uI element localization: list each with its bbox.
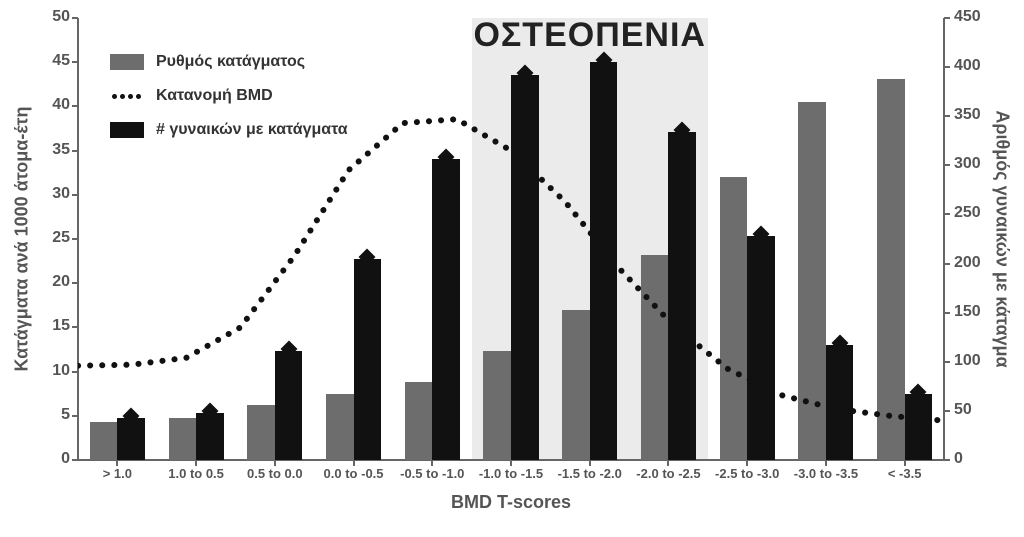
bar-women-fracture: [511, 75, 539, 460]
x-tick-label: > 1.0: [103, 466, 132, 481]
y-right-tick: [944, 459, 950, 461]
y-right-tick: [944, 361, 950, 363]
y-right-tick: [944, 410, 950, 412]
x-tick-label: -1.0 to -1.5: [479, 466, 543, 481]
y-right-tick-label: 350: [954, 106, 981, 124]
x-tick-label: -3.0 to -3.5: [794, 466, 858, 481]
bar-fracture-rate: [798, 102, 826, 460]
bar-women-fracture: [590, 62, 618, 460]
legend-label: Ρυθμός κατάγματος: [156, 53, 305, 71]
y-left-tick-label: 15: [36, 317, 70, 335]
highlight-label: ΟΣΤΕΟΠΕΝΙΑ: [473, 16, 706, 55]
y-right-tick-label: 100: [954, 352, 981, 370]
y-left-tick-label: 25: [36, 229, 70, 247]
y-right-tick-label: 450: [954, 8, 981, 26]
y-left-tick: [72, 238, 78, 240]
legend-label: Κατανομή BMD: [156, 87, 273, 105]
y-right-tick-label: 0: [954, 450, 963, 468]
bar-women-fracture: [354, 259, 382, 460]
y-left-tick-label: 45: [36, 52, 70, 70]
legend-swatch-icon: [110, 122, 144, 138]
y-axis-right-line: [943, 18, 945, 460]
legend-label: # γυναικών με κατάγματα: [156, 121, 348, 139]
x-tick-label: < -3.5: [888, 466, 922, 481]
bar-fracture-rate: [90, 422, 118, 460]
x-tick-label: -1.5 to -2.0: [558, 466, 622, 481]
y-right-tick-label: 150: [954, 303, 981, 321]
x-tick-label: 1.0 to 0.5: [168, 466, 224, 481]
y-left-tick-label: 35: [36, 141, 70, 159]
y-right-tick: [944, 312, 950, 314]
y-right-tick: [944, 17, 950, 19]
y-axis-right-title: Αριθμός γυναικών με κάταγμα: [992, 110, 1013, 367]
bar-women-fracture: [196, 413, 224, 460]
y-left-tick: [72, 105, 78, 107]
y-left-tick-label: 10: [36, 362, 70, 380]
y-right-tick: [944, 115, 950, 117]
bar-women-fracture: [905, 394, 933, 460]
bar-fracture-rate: [877, 79, 905, 460]
y-left-tick-label: 0: [36, 450, 70, 468]
bar-fracture-rate: [326, 394, 354, 460]
bar-fracture-rate: [405, 382, 433, 460]
legend-swatch-icon: [110, 54, 144, 70]
y-left-tick-label: 50: [36, 8, 70, 26]
y-right-tick-label: 300: [954, 155, 981, 173]
legend-dots-icon: [110, 88, 144, 104]
bar-fracture-rate: [483, 351, 511, 460]
x-axis-title: BMD T-scores: [451, 492, 571, 513]
y-left-tick: [72, 61, 78, 63]
bar-women-fracture: [747, 236, 775, 460]
y-axis-left-title: Κατάγματα ανά 1000 άτομα-έτη: [12, 107, 33, 372]
bar-women-fracture: [432, 159, 460, 460]
bar-fracture-rate: [169, 418, 197, 460]
y-left-tick: [72, 17, 78, 19]
y-right-tick-label: 200: [954, 254, 981, 272]
y-left-tick-label: 40: [36, 96, 70, 114]
chart-container: ΟΣΤΕΟΠΕΝΙΑ Κατάγματα ανά 1000 άτομα-έτη …: [0, 0, 1024, 537]
y-right-tick: [944, 66, 950, 68]
x-tick-label: -2.0 to -2.5: [636, 466, 700, 481]
y-left-tick-label: 20: [36, 273, 70, 291]
legend: Ρυθμός κατάγματος Κατανομή BMD # γυναικών …: [110, 52, 348, 154]
legend-item: Κατανομή BMD: [110, 86, 348, 106]
y-left-tick-label: 30: [36, 185, 70, 203]
bar-fracture-rate: [720, 177, 748, 460]
y-right-tick-label: 50: [954, 401, 972, 419]
y-left-tick: [72, 415, 78, 417]
y-left-tick: [72, 371, 78, 373]
x-tick-label: -2.5 to -3.0: [715, 466, 779, 481]
x-tick-label: 0.5 to 0.0: [247, 466, 303, 481]
y-left-tick: [72, 459, 78, 461]
x-tick-label: -0.5 to -1.0: [400, 466, 464, 481]
y-left-tick: [72, 282, 78, 284]
bar-women-fracture: [668, 132, 696, 460]
y-right-tick: [944, 164, 950, 166]
bar-fracture-rate: [562, 310, 590, 460]
bar-women-fracture: [826, 345, 854, 460]
y-left-tick: [72, 326, 78, 328]
bar-fracture-rate: [641, 255, 669, 460]
y-left-tick-label: 5: [36, 406, 70, 424]
bar-fracture-rate: [247, 405, 275, 460]
bar-women-fracture: [275, 351, 303, 460]
y-right-tick-label: 250: [954, 204, 981, 222]
y-left-tick: [72, 194, 78, 196]
legend-item: Ρυθμός κατάγματος: [110, 52, 348, 72]
y-left-tick: [72, 150, 78, 152]
x-tick-label: 0.0 to -0.5: [324, 466, 384, 481]
y-right-tick: [944, 213, 950, 215]
y-right-tick: [944, 263, 950, 265]
y-right-tick-label: 400: [954, 57, 981, 75]
legend-item: # γυναικών με κατάγματα: [110, 120, 348, 140]
